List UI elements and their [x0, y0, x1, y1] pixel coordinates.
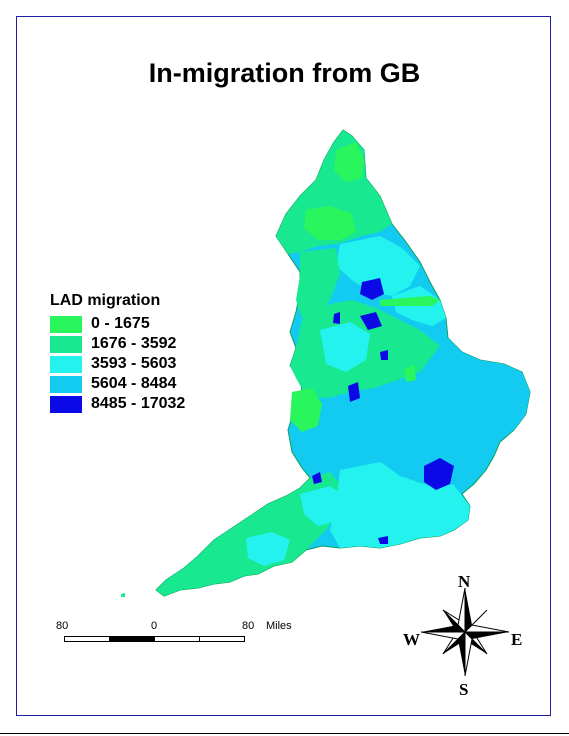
compass-east: E [511, 630, 523, 649]
legend: LAD migration 0 - 1675 1676 - 3592 3593 … [50, 292, 185, 414]
legend-swatch [50, 335, 82, 353]
scale-label-left: 80 [56, 620, 69, 632]
district-south-coast [378, 536, 388, 544]
legend-item: 5604 - 8484 [50, 374, 185, 394]
scale-segment [154, 636, 200, 642]
isles-of-scilly [121, 593, 125, 597]
legend-swatch [50, 315, 82, 333]
legend-item: 3593 - 5603 [50, 354, 185, 374]
compass-south: S [459, 680, 469, 699]
scale-label-right: 80 [242, 620, 255, 632]
legend-label: 3593 - 5603 [91, 355, 177, 372]
scale-bar: 80 0 80 Miles [56, 620, 316, 650]
legend-swatch [50, 355, 82, 373]
region-east-anglia [432, 338, 530, 432]
district-humber [380, 296, 440, 306]
district-lancs-small [333, 312, 340, 324]
district-notts [380, 350, 388, 360]
bottom-rule [0, 733, 569, 734]
district-manchester [360, 312, 382, 330]
region-lancs [296, 248, 340, 318]
legend-label: 0 - 1675 [91, 315, 150, 332]
scale-segment [199, 636, 245, 642]
region-northeast [334, 142, 364, 182]
legend-swatch [50, 395, 82, 413]
legend-title: LAD migration [50, 292, 161, 309]
region-devon [246, 532, 290, 566]
district-leeds [360, 278, 384, 300]
legend-item: 8485 - 17032 [50, 394, 185, 414]
legend-label: 5604 - 8484 [91, 375, 177, 392]
map-title: In-migration from GB [148, 58, 421, 88]
legend-label: 1676 - 3592 [91, 335, 177, 352]
compass-north: N [458, 572, 471, 591]
legend-swatch [50, 375, 82, 393]
scale-segment [64, 636, 110, 642]
scale-unit: Miles [266, 620, 292, 632]
district-bristol [312, 472, 322, 484]
compass-west: W [403, 630, 420, 649]
map-frame [16, 16, 551, 716]
compass-rose: N S E W [400, 570, 530, 700]
legend-label: 8485 - 17032 [91, 395, 186, 412]
scale-label-center: 0 [151, 620, 158, 632]
district-birmingham [348, 382, 360, 402]
legend-item: 0 - 1675 [50, 314, 185, 334]
region-midlands-cyan [320, 322, 370, 372]
legend-item: 1676 - 3592 [50, 334, 185, 354]
scale-segment [109, 636, 155, 642]
region-welsh-border [290, 388, 322, 432]
region-yorkshire-dales [336, 236, 420, 296]
compass-star-icon [420, 587, 510, 677]
region-southwest [156, 472, 344, 596]
region-north-lakes [304, 206, 356, 240]
district-london [424, 458, 454, 490]
district-east-small [404, 364, 416, 382]
